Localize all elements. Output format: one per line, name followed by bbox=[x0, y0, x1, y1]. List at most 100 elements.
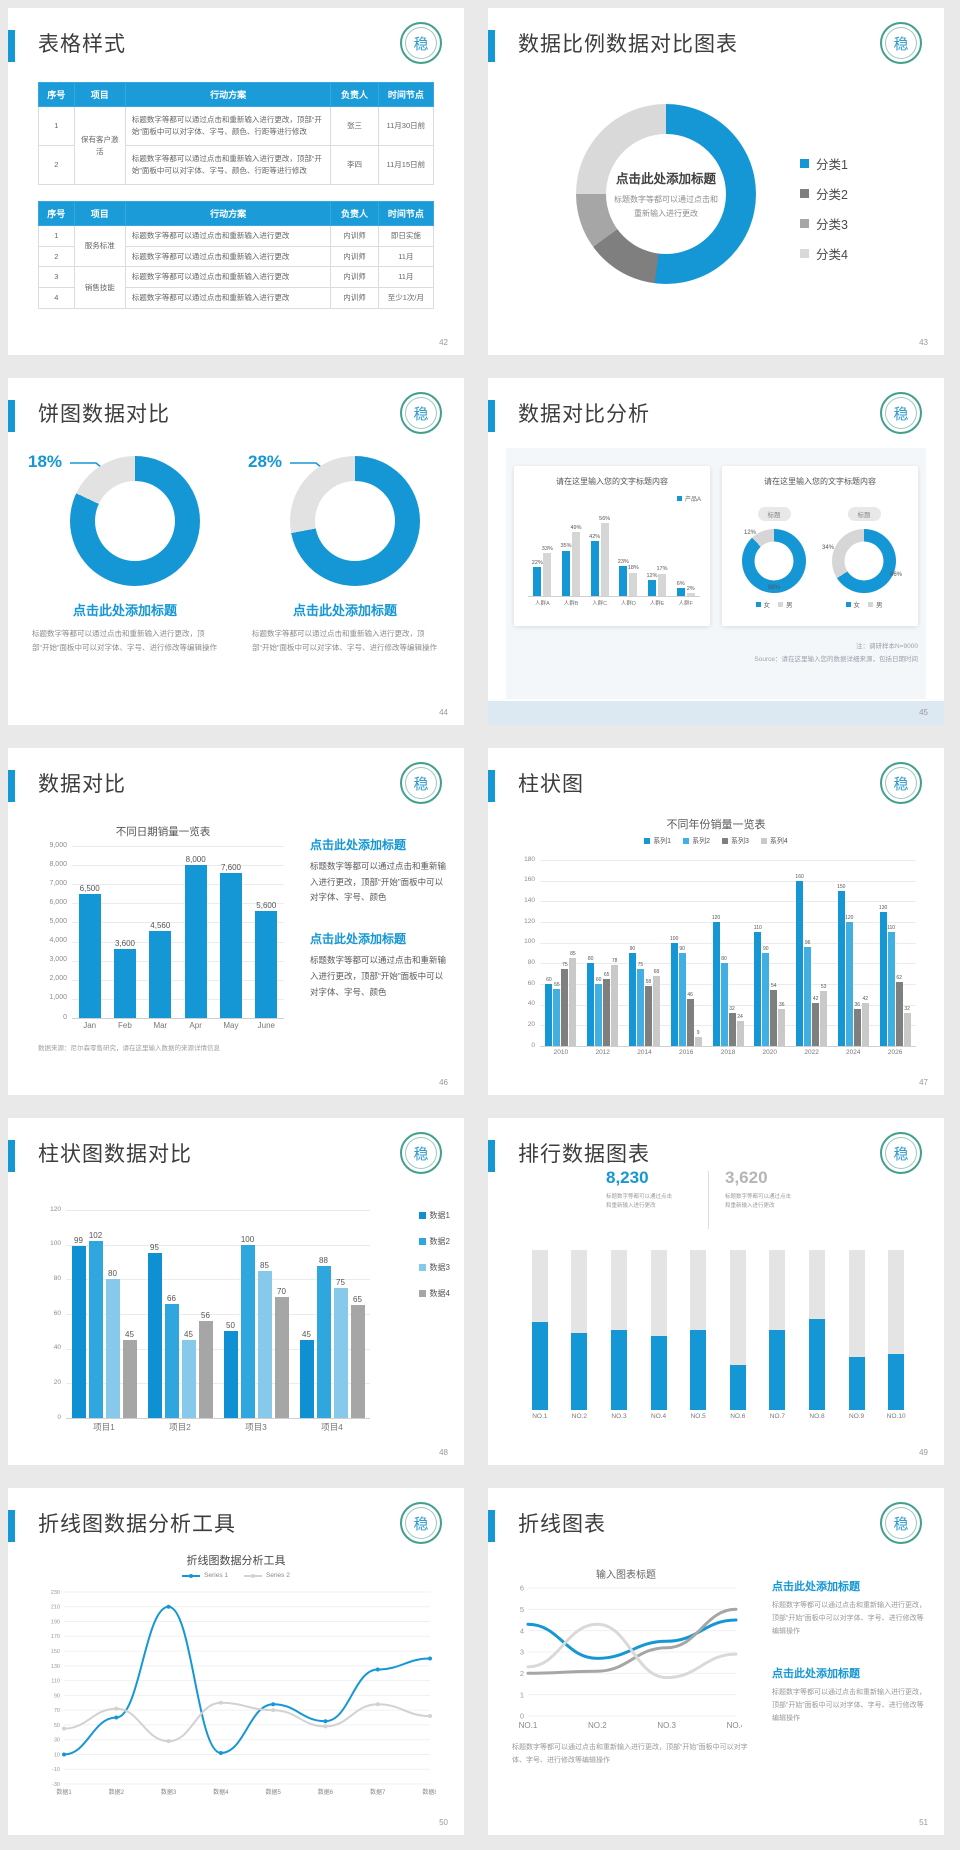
bar-value-label: 35% bbox=[560, 543, 572, 549]
x-axis-label: NO.8 bbox=[809, 1413, 825, 1420]
bar-value-label: 33% bbox=[541, 545, 553, 552]
gridline bbox=[72, 846, 284, 847]
donut-label: 66% bbox=[889, 572, 902, 578]
table-header-cell: 项目 bbox=[73, 201, 126, 226]
y-tick-label: 60 bbox=[53, 1309, 61, 1317]
slide-46-data-compare[interactable]: 数据对比 稳 不同日期销量一览表 9,000 8,000 7,000 6,000 5,0… bbox=[8, 748, 464, 1095]
table-cell: 11月 bbox=[377, 266, 435, 288]
gridline bbox=[540, 880, 916, 882]
bar-value-label: 75 bbox=[562, 961, 568, 968]
slide-50-line-analysis[interactable]: 折线图数据分析工具 稳 折线图数据分析工具 Series 1 Series 2 2… bbox=[8, 1488, 464, 1835]
slide-51-line-chart[interactable]: 折线图表 稳 输入图表标题 6 5 4 3 2 1 0NO.1 NO.2 NO.3 NO.4 标题… bbox=[488, 1488, 944, 1835]
chart-legend: 产品A bbox=[676, 494, 701, 503]
x-axis-label: 2020 bbox=[762, 1049, 778, 1056]
bar-value-label: 120 bbox=[711, 915, 721, 921]
line-chart: 230 210 190 170 150 130 110 90 70 50 30 10 -10 -30 数据1… bbox=[36, 1588, 439, 1805]
gridline bbox=[66, 1383, 370, 1385]
text-block: 点击此处添加标题 标题数字等都可以通过点击和重新输入进行更改，顶部“开始”面板中… bbox=[772, 1665, 928, 1726]
slide-title: 折线图表 bbox=[518, 1513, 606, 1536]
slide-44-pie-compare[interactable]: 饼图数据对比 稳 18% 点击此处添加标题 标题数字等都可以通过点击和重新输入进… bbox=[8, 378, 464, 725]
bar-value-label: 85 bbox=[570, 951, 576, 958]
x-axis-label: 2014 bbox=[637, 1049, 652, 1056]
legend-swatch bbox=[418, 1212, 426, 1219]
bar bbox=[644, 986, 652, 1046]
bar bbox=[652, 975, 660, 1046]
bar-value-label: 120 bbox=[845, 915, 854, 921]
bar bbox=[316, 1265, 331, 1418]
table-header-cell: 行动方案 bbox=[124, 82, 332, 107]
donut-chart: 点击此处添加标题 标题数字等都可以通过点击和重新输入进行更改 bbox=[576, 104, 756, 284]
slide-title: 表格样式 bbox=[38, 33, 126, 56]
stat-value: 8,230 bbox=[606, 1168, 649, 1187]
legend-label: 男 bbox=[786, 602, 793, 609]
table-header-cell: 负责人 bbox=[330, 82, 379, 107]
legend-item: 系列2 bbox=[683, 836, 710, 846]
x-axis-label: NO.3 bbox=[611, 1413, 627, 1420]
slide-42-table-style[interactable]: 表格样式 稳 序号 项目 行动方案 负责人 时间节点 1 保有客户激活 标题数字等都可以通过点… bbox=[8, 8, 464, 355]
bar-value-label: 17% bbox=[656, 566, 668, 573]
y-tick-label: 80 bbox=[53, 1275, 61, 1283]
bar bbox=[595, 984, 603, 1046]
stacked-bar-chart: NO.1 NO.2 NO.3 NO.4 NO.5 NO.6 NO.7 NO.8 NO.9 NO.1… bbox=[514, 1246, 922, 1426]
bar-value-label: 23% bbox=[617, 558, 629, 565]
bar-value-label: 58 bbox=[645, 979, 652, 986]
svg-text:110: 110 bbox=[51, 1679, 60, 1685]
table-cell: 内训师 bbox=[330, 225, 379, 247]
bar-value-label: 42 bbox=[812, 995, 819, 1002]
logo-badge: 稳 bbox=[880, 762, 922, 804]
chart-title: 不同年份销量一览表 bbox=[666, 819, 766, 831]
legend-label: 系列3 bbox=[731, 838, 749, 845]
slide-45-data-analysis[interactable]: 数据对比分析 稳 请在这里输入您的文字标题内容 产品A 22% 33% 人群A 35%… bbox=[488, 378, 944, 725]
slide-47-column-chart[interactable]: 柱状图 稳 不同年份销量一览表 系列1 系列2 系列3 系列4 180 160 140 12… bbox=[488, 748, 944, 1095]
legend-item: 女 bbox=[755, 599, 770, 609]
gridline bbox=[540, 1004, 916, 1006]
legend-item: 数据3 bbox=[418, 1262, 450, 1273]
logo-badge: 稳 bbox=[400, 1132, 442, 1174]
svg-text:数据3: 数据3 bbox=[161, 1788, 177, 1796]
legend-label: 数据2 bbox=[429, 1237, 450, 1246]
bar-value-label: 32 bbox=[904, 1005, 910, 1012]
pie-body-text: 标题数字等都可以通过点击和重新输入进行更改，顶部“开始”面板中可以对字体、字号、… bbox=[32, 629, 217, 652]
legend-swatch bbox=[755, 601, 761, 607]
bar-value-label: 53 bbox=[820, 984, 827, 991]
svg-text:70: 70 bbox=[54, 1708, 60, 1714]
legend-swatch bbox=[760, 838, 767, 844]
y-tick-label: 160 bbox=[524, 876, 535, 884]
slide-title: 数据对比分析 bbox=[518, 403, 650, 426]
bar-value-label: 18% bbox=[627, 565, 639, 572]
bar-value-label: 75 bbox=[336, 1278, 345, 1287]
bar bbox=[274, 1296, 289, 1418]
bar bbox=[533, 567, 542, 596]
bar bbox=[812, 1002, 820, 1046]
y-tick-label: 100 bbox=[524, 938, 535, 946]
x-axis-label: 人群B bbox=[563, 601, 579, 607]
svg-text:5: 5 bbox=[520, 1605, 524, 1614]
donut-chart bbox=[290, 456, 420, 586]
bar bbox=[845, 922, 853, 1046]
bar bbox=[257, 1270, 272, 1418]
bar bbox=[754, 932, 762, 1046]
x-axis-label: 人群A bbox=[535, 601, 550, 607]
stack-blue-segment bbox=[690, 1330, 707, 1410]
bar-value-label: 160 bbox=[795, 873, 804, 880]
donut-center-subtitle: 标题数字等都可以通过点击和重新输入进行更改 bbox=[614, 195, 718, 218]
bar-value-label: 46 bbox=[687, 991, 693, 998]
table-cell: 内训师 bbox=[330, 266, 379, 288]
legend-item: 男 bbox=[778, 599, 793, 609]
chart-title: 不同日期销量一览表 bbox=[115, 826, 211, 838]
x-axis-line bbox=[540, 1046, 916, 1047]
x-axis-label: 2016 bbox=[678, 1049, 694, 1056]
table-cell: 即日实施 bbox=[377, 225, 435, 247]
legend-item: 女 bbox=[845, 599, 860, 609]
svg-text:170: 170 bbox=[51, 1634, 60, 1640]
bar bbox=[658, 573, 666, 596]
y-tick-label: 120 bbox=[524, 917, 535, 925]
slide-48-column-compare[interactable]: 柱状图数据对比 稳 120 100 80 60 40 20 0 99 102 80 45 项目1 95 6… bbox=[8, 1118, 464, 1465]
table-cell: 标题数字等都可以通过点击和重新输入进行更改，顶部“开始”面板中可以对字体、字号、… bbox=[124, 145, 332, 185]
svg-text:210: 210 bbox=[51, 1605, 60, 1611]
bar-value-label: 45 bbox=[302, 1330, 311, 1339]
table-header-cell: 项目 bbox=[73, 82, 126, 107]
bar-value-label: 110 bbox=[887, 925, 896, 932]
slide-43-donut-compare[interactable]: 数据比例数据对比图表 稳 点击此处添加标题 标题数字等都可以通过点击和重新输入进… bbox=[488, 8, 944, 355]
slide-49-ranking-chart[interactable]: 排行数据图表 稳 8,230 标题数字等都可以通过点击和重新输入进行更改 3,6… bbox=[488, 1118, 944, 1465]
